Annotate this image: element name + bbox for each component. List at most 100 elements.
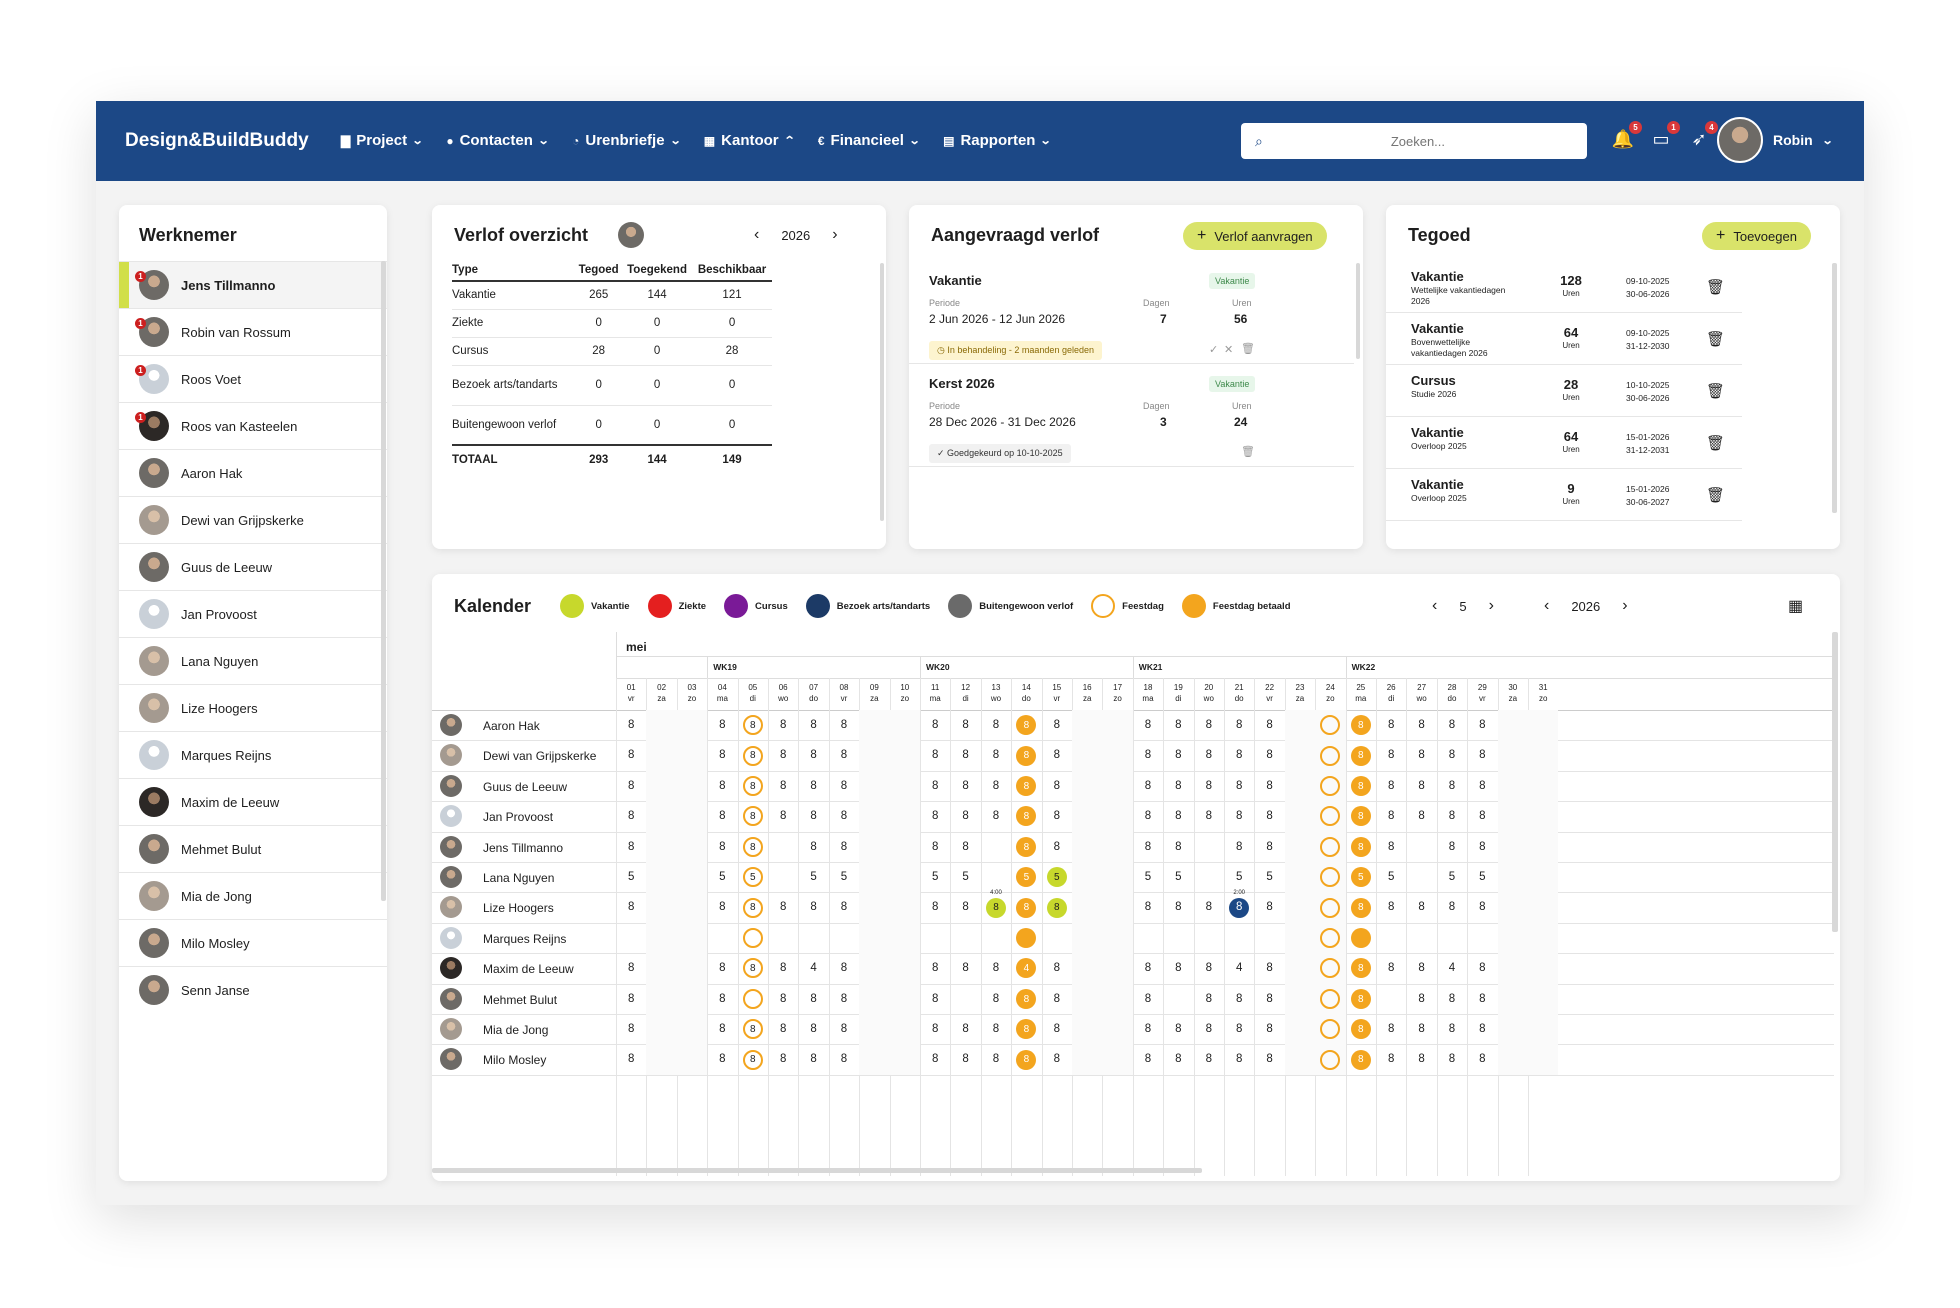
calendar-cell[interactable]: 8	[616, 710, 646, 740]
calendar-cell[interactable]: 8	[707, 710, 737, 740]
calendar-cell[interactable]: 5	[1376, 862, 1406, 892]
search-box[interactable]: ⌕	[1241, 123, 1587, 159]
calendar-cell[interactable]	[1497, 801, 1528, 832]
calendar-cell[interactable]	[1528, 1014, 1559, 1045]
employee-list-item[interactable]: Aaron Hak	[119, 449, 387, 496]
calendar-cell[interactable]: 8	[1376, 801, 1406, 831]
chevron-left-icon[interactable]: ‹	[1544, 597, 1550, 614]
calendar-cell[interactable]	[859, 831, 890, 862]
menu-item-kantoor[interactable]: ▦ Kantoor ⌃	[704, 132, 795, 149]
calendar-cell[interactable]: 8	[1224, 1014, 1254, 1044]
calendar-cell[interactable]	[646, 1014, 677, 1045]
calendar-cell[interactable]	[1315, 1044, 1346, 1075]
chevron-right-icon[interactable]: ›	[1622, 597, 1628, 614]
calendar-cell[interactable]: 8	[798, 892, 828, 922]
calendar-cell[interactable]: 8	[1133, 1014, 1163, 1044]
calendar-cell[interactable]: 8	[768, 1014, 798, 1044]
calendar-cell[interactable]: 8	[920, 1014, 950, 1044]
calendar-cell[interactable]: 8	[768, 1044, 798, 1074]
calendar-cell[interactable]: 8	[1194, 1014, 1224, 1044]
calendar-cell[interactable]	[1284, 1014, 1316, 1045]
calendar-cell[interactable]: 8	[1467, 710, 1497, 740]
employee-list-item[interactable]: Marques Reijns	[119, 731, 387, 778]
calendar-cell[interactable]	[1163, 984, 1193, 1014]
calendar-cell[interactable]: 8	[1194, 1044, 1224, 1074]
calendar-cell[interactable]: 8	[981, 953, 1011, 983]
calendar-cell[interactable]	[1224, 923, 1254, 953]
calendar-cell[interactable]	[1406, 862, 1436, 892]
calendar-cell[interactable]	[1102, 862, 1133, 893]
employee-list-item[interactable]: Guus de Leeuw	[119, 543, 387, 590]
calendar-cell[interactable]	[920, 923, 950, 953]
calendar-cell[interactable]: 8	[1437, 801, 1467, 831]
calendar-cell[interactable]	[676, 710, 708, 741]
calendar-cell[interactable]: 8	[1437, 771, 1467, 801]
calendar-cell[interactable]: 8	[1254, 1014, 1284, 1044]
calendar-cell[interactable]	[1497, 710, 1528, 741]
calendar-employee-name[interactable]: Marques Reijns	[483, 931, 567, 946]
calendar-cell[interactable]: 8	[950, 1014, 980, 1044]
employee-list-item[interactable]: 1 Jens Tillmanno	[119, 261, 387, 308]
calendar-cell[interactable]: 8	[1133, 832, 1163, 862]
calendar-cell[interactable]: 8	[768, 953, 798, 983]
calendar-cell[interactable]: 8	[1346, 801, 1376, 831]
calendar-cell[interactable]	[676, 1014, 708, 1045]
calendar-cell[interactable]	[950, 923, 980, 953]
calendar-cell[interactable]: 8	[768, 740, 798, 770]
calendar-cell[interactable]	[1284, 740, 1316, 771]
calendar-cell[interactable]: 8	[1042, 1014, 1072, 1044]
calendar-cell[interactable]: 8	[738, 771, 768, 801]
calendar-cell[interactable]: 8	[738, 832, 768, 862]
calendar-cell[interactable]: 8	[1437, 710, 1467, 740]
calendar-cell[interactable]	[1102, 983, 1133, 1014]
leave-request[interactable]: Kerst 2026 Vakantie Periode Dagen Uren 28 Dec…	[909, 364, 1354, 467]
toevoegen-button[interactable]: + Toevoegen	[1702, 222, 1811, 250]
calendar-cell[interactable]	[889, 770, 920, 802]
calendar-cell[interactable]: 8	[920, 892, 950, 922]
calendar-cell[interactable]: 8	[1376, 771, 1406, 801]
calendar-cell[interactable]	[1315, 770, 1346, 802]
calendar-cell[interactable]: 8	[1011, 892, 1041, 922]
calendar-cell[interactable]: 8	[707, 892, 737, 922]
calendar-cell[interactable]: 8	[1406, 740, 1436, 770]
calendar-cell[interactable]	[676, 740, 708, 771]
calendar-employee-name[interactable]: Jan Provoost	[483, 810, 554, 825]
calendar-cell[interactable]	[1133, 923, 1163, 953]
calendar-cell[interactable]	[1011, 923, 1041, 953]
calendar-cell[interactable]: 8	[1163, 892, 1193, 922]
calendar-cell[interactable]: 8	[1406, 984, 1436, 1014]
calendar-cell[interactable]	[1528, 892, 1559, 923]
calendar-cell[interactable]: 8	[707, 740, 737, 770]
employee-list-item[interactable]: Lana Nguyen	[119, 637, 387, 684]
calendar-cell[interactable]: 8	[1042, 1044, 1072, 1074]
calendar-cell[interactable]: 8	[768, 710, 798, 740]
calendar-cell[interactable]: 8	[1042, 710, 1072, 740]
calendar-cell[interactable]: 8	[1224, 740, 1254, 770]
menu-item-rapporten[interactable]: ▤ Rapporten ⌄	[943, 132, 1052, 149]
calendar-cell[interactable]	[1528, 801, 1559, 832]
calendar-cell[interactable]: 8	[981, 710, 1011, 740]
calendar-cell[interactable]: 8	[1254, 801, 1284, 831]
calendar-cell[interactable]: 8	[1011, 984, 1041, 1014]
search-input[interactable]	[1262, 133, 1573, 149]
calendar-cell[interactable]: 8	[1011, 710, 1041, 740]
calendar-cell[interactable]: 8	[1254, 984, 1284, 1014]
calendar-cell[interactable]: 8	[950, 953, 980, 983]
calendar-cell[interactable]: 8	[1467, 832, 1497, 862]
calendar-cell[interactable]	[1072, 801, 1103, 832]
calendar-cell[interactable]: 8	[798, 1014, 828, 1044]
calendar-cell[interactable]: 8	[1163, 710, 1193, 740]
scrollbar[interactable]	[1832, 263, 1837, 513]
calendar-cell[interactable]: 8	[768, 801, 798, 831]
calendar-employee-name[interactable]: Milo Mosley	[483, 1053, 547, 1068]
calendar-cell[interactable]: 8	[1194, 740, 1224, 770]
calendar-cell[interactable]: 4	[798, 953, 828, 983]
calendar-cell[interactable]: 8	[950, 892, 980, 922]
calendar-cell[interactable]: 8	[920, 710, 950, 740]
calendar-cell[interactable]	[1406, 832, 1436, 862]
calendar-cell[interactable]	[1072, 770, 1103, 802]
calendar-cell[interactable]: 5	[616, 862, 646, 892]
calendar-cell[interactable]: 8	[981, 740, 1011, 770]
menu-item-financieel[interactable]: € Financieel ⌄	[818, 132, 921, 149]
calendar-cell[interactable]: 8	[1254, 832, 1284, 862]
